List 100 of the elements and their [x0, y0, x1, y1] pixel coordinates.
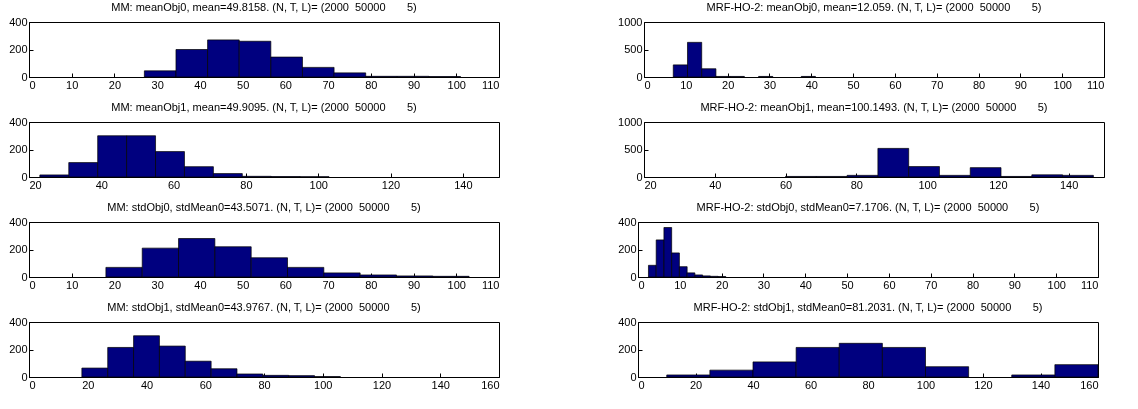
x-tick-label: 60 — [779, 178, 793, 191]
x-tick-label: 100 — [447, 278, 466, 291]
x-tick-label: 100 — [314, 378, 333, 391]
x-tick-label: 80 — [862, 378, 875, 391]
x-tick-label: 80 — [258, 378, 271, 391]
x-tick-label: 0 — [644, 78, 651, 91]
x-tick-label: 60 — [279, 78, 292, 91]
y-tick-label: 200 — [618, 343, 637, 355]
chart-title: MM: meanObj1, mean=49.9095. (N, T, L)= (2000 50000 5) — [111, 101, 417, 113]
x-tick-label: 20 — [108, 78, 122, 91]
x-tick-label: 140 — [454, 178, 473, 191]
y-tick-label: 500 — [624, 143, 643, 155]
y-tick-label: 0 — [21, 70, 28, 83]
y-tick-label: 0 — [21, 370, 28, 383]
y-tick-label: 200 — [9, 343, 28, 355]
y-tick-label: 400 — [618, 215, 637, 228]
y-tick-label: 0 — [630, 370, 637, 383]
x-tick-label: 30 — [151, 278, 164, 291]
x-tick-label: 20 — [722, 78, 735, 91]
x-tick-label: 120 — [381, 178, 401, 191]
x-tick-label: 70 — [322, 278, 335, 291]
x-tick-label: 10 — [66, 78, 79, 91]
x-tick-label: 0 — [29, 378, 36, 391]
x-tick-label: 140 — [431, 378, 450, 391]
x-tick-label: 100 — [916, 378, 936, 391]
x-tick-label: 70 — [322, 78, 335, 91]
x-tick-label: 160 — [1080, 378, 1099, 391]
x-tick-label: 20 — [108, 278, 122, 291]
x-tick-label: 140 — [1059, 178, 1079, 191]
x-tick-label: 80 — [365, 78, 378, 91]
chart-title: MRF-HO-2: stdObj0, stdMean0=7.1706. (N, T, L)= (2000 50000 5) — [696, 201, 1040, 213]
x-tick-label: 100 — [309, 178, 328, 191]
x-tick-label: 80 — [365, 278, 378, 291]
y-tick-label: 200 — [9, 243, 28, 255]
x-tick-label: 100 — [918, 178, 937, 191]
x-tick-label: 110 — [481, 78, 500, 91]
x-tick-label: 70 — [931, 78, 944, 91]
x-tick-label: 10 — [680, 78, 693, 91]
chart-title: MRF-HO-2: stdObj1, stdMean0=81.2031. (N, T, L)= (2000 50000 5) — [693, 301, 1043, 313]
x-tick-label: 60 — [199, 378, 212, 391]
x-tick-label: 90 — [1008, 278, 1021, 291]
x-tick-label: 80 — [240, 178, 253, 191]
y-tick-label: 400 — [9, 215, 28, 228]
chart-title: MRF-HO-2: meanObj0, mean=12.059. (N, T, L)= (2000 50000 5) — [706, 1, 1042, 13]
x-tick-label: 60 — [883, 278, 896, 291]
y-tick-label: 0 — [21, 170, 28, 183]
x-tick-label: 80 — [850, 178, 863, 191]
y-tick-label: 1000 — [618, 115, 643, 128]
y-tick-label: 200 — [9, 143, 28, 155]
x-tick-label: 20 — [82, 378, 95, 391]
x-tick-label: 60 — [889, 78, 902, 91]
x-tick-label: 20 — [716, 278, 729, 291]
x-tick-label: 40 — [140, 378, 154, 391]
chart-title: MM: stdObj1, stdMean0=43.9767. (N, T, L)= (2000 50000 5) — [107, 301, 421, 313]
x-tick-label: 120 — [989, 178, 1008, 191]
x-tick-label: 60 — [167, 178, 181, 191]
x-tick-label: 110 — [1086, 78, 1105, 91]
x-tick-label: 30 — [151, 78, 164, 91]
y-tick-label: 400 — [618, 315, 637, 328]
x-tick-label: 90 — [407, 78, 421, 91]
x-tick-label: 30 — [763, 78, 777, 91]
x-tick-label: 120 — [974, 378, 993, 391]
x-tick-label: 110 — [1080, 278, 1099, 291]
y-tick-label: 200 — [618, 243, 637, 255]
y-tick-label: 0 — [21, 270, 28, 283]
x-tick-label: 50 — [237, 278, 250, 291]
x-tick-label: 40 — [194, 78, 207, 91]
y-tick-label: 400 — [9, 15, 28, 28]
y-tick-label: 0 — [630, 270, 637, 283]
x-tick-label: 20 — [29, 178, 42, 191]
x-tick-label: 70 — [925, 278, 938, 291]
x-tick-label: 10 — [674, 278, 687, 291]
x-tick-label: 110 — [481, 278, 500, 291]
y-tick-label: 1000 — [618, 15, 643, 28]
x-tick-label: 140 — [1031, 378, 1051, 391]
y-tick-label: 200 — [9, 43, 28, 55]
chart-title: MRF-HO-2: meanObj1, mean=100.1493. (N, T, L)= (2000 50000 5) — [700, 101, 1048, 113]
x-tick-label: 0 — [29, 278, 36, 291]
y-tick-label: 400 — [9, 115, 28, 128]
x-tick-label: 10 — [66, 278, 79, 291]
y-tick-label: 0 — [636, 170, 643, 183]
x-tick-label: 40 — [805, 78, 818, 91]
x-tick-label: 40 — [799, 278, 812, 291]
x-tick-label: 100 — [1053, 78, 1072, 91]
x-tick-label: 100 — [1047, 278, 1066, 291]
x-tick-label: 0 — [29, 78, 36, 91]
chart-title: MM: stdObj0, stdMean0=43.5071. (N, T, L)= (2000 50000 5) — [107, 201, 421, 213]
x-tick-label: 40 — [95, 178, 108, 191]
x-tick-label: 20 — [644, 178, 657, 191]
x-tick-label: 60 — [279, 278, 292, 291]
x-tick-label: 50 — [847, 78, 860, 91]
chart-title: MM: meanObj0, mean=49.8158. (N, T, L)= (2000 50000 5) — [111, 1, 417, 13]
y-tick-label: 400 — [9, 315, 28, 328]
x-tick-label: 20 — [689, 378, 703, 391]
x-tick-label: 90 — [407, 278, 421, 291]
x-tick-label: 30 — [757, 278, 771, 291]
x-tick-label: 80 — [972, 78, 986, 91]
x-tick-label: 50 — [841, 278, 854, 291]
x-tick-label: 160 — [481, 378, 500, 391]
x-tick-label: 50 — [237, 78, 250, 91]
